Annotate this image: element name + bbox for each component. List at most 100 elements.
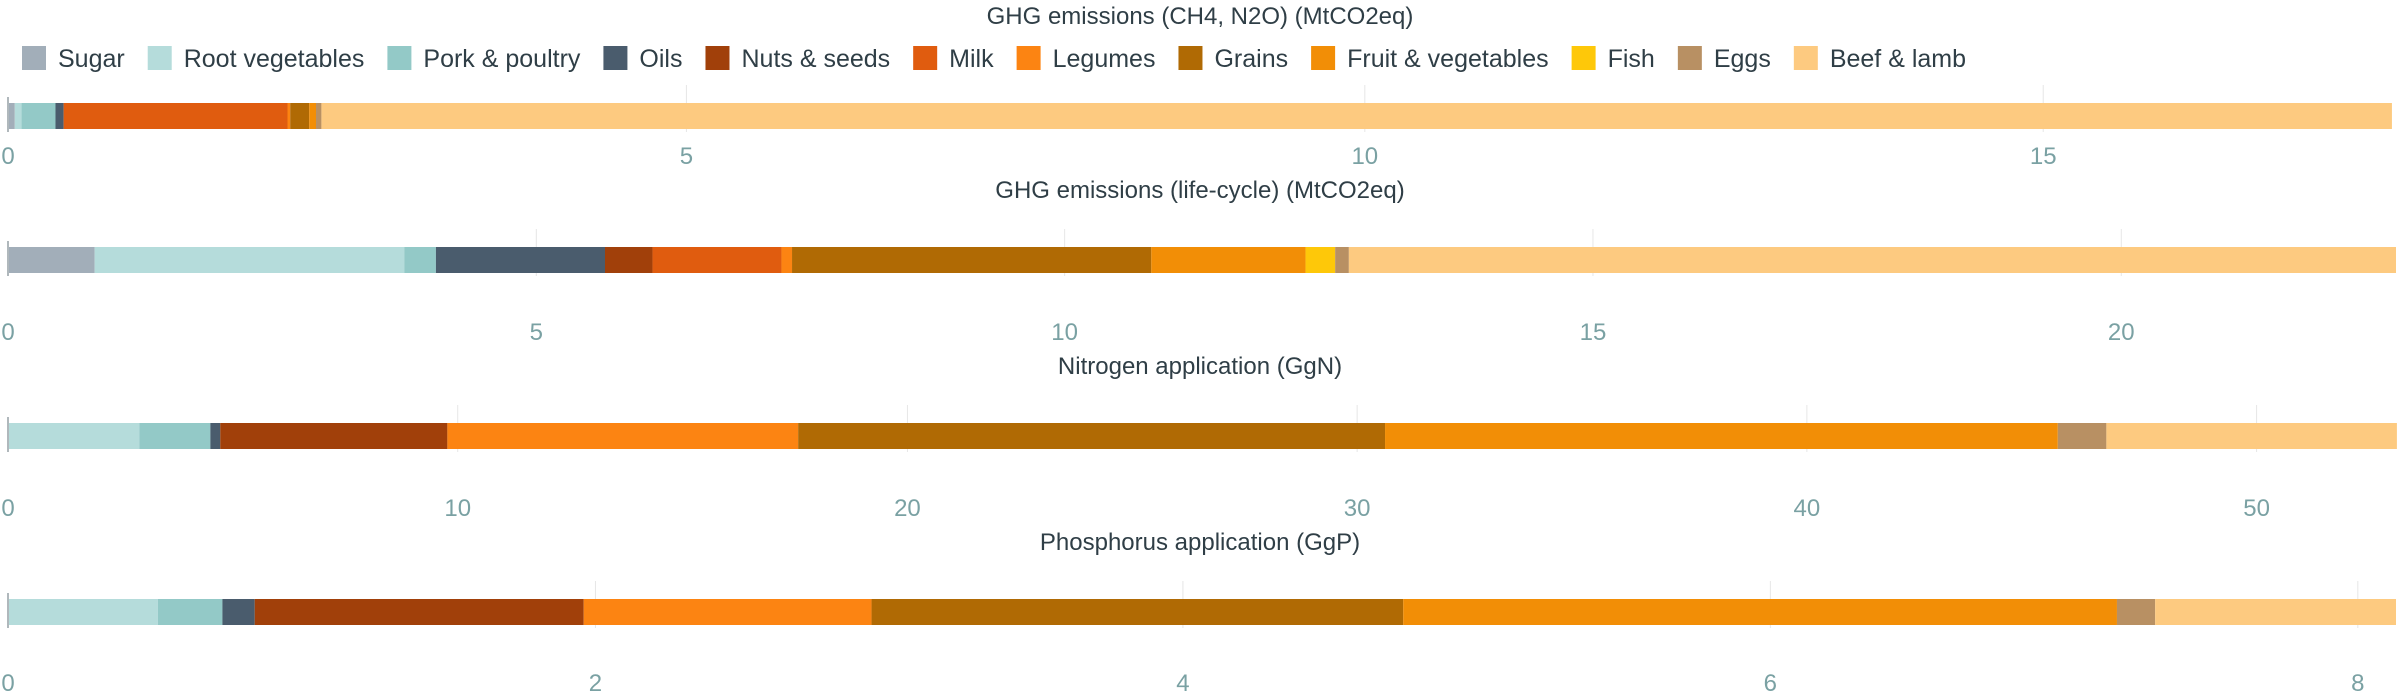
legend-item-fruit-and-vegetables: Fruit & vegetables (1311, 45, 1549, 73)
legend-swatch-milk (913, 46, 938, 70)
panel-4: Phosphorus application (GgP) 0 2 4 6 8 (1, 529, 2396, 697)
legend-item-legumes: Legumes (1016, 45, 1156, 73)
bar-segment-milk (652, 247, 782, 273)
bar-segment-oils (210, 423, 221, 449)
bar-segment-pork-and-poultry (404, 247, 436, 273)
bar-segment-grains (798, 423, 1386, 449)
legend-swatch-pork-and-poultry (387, 46, 412, 70)
legend-item-milk: Milk (913, 45, 994, 73)
legend-item-pork-and-poultry: Pork & poultry (387, 45, 581, 73)
legend-label-eggs: Eggs (1714, 45, 1771, 73)
x-tick-label: 0 (1, 670, 14, 697)
panel-title: GHG emissions (life-cycle) (MtCO2eq) (995, 177, 1404, 204)
panel-title: Nitrogen application (GgN) (1058, 353, 1342, 380)
bar-segment-eggs (315, 103, 322, 129)
x-tick-label: 15 (1580, 319, 1607, 346)
bar-segment-beef-and-lamb (1348, 247, 2396, 273)
bar-segment-oils (222, 599, 255, 625)
x-tick-label: 5 (530, 319, 543, 346)
x-tick-label: 50 (2243, 495, 2270, 522)
x-tick-label: 10 (1051, 319, 1078, 346)
bar-segment-root-vegetables (14, 103, 22, 129)
panel-1: GHG emissions (CH4, N2O) (MtCO2eq) 0 5 10 15 (1, 3, 2392, 170)
bar-segment-fruit-and-vegetables (309, 103, 316, 129)
bar-segment-fish (1305, 247, 1336, 273)
legend-item-beef-and-lamb: Beef & lamb (1793, 45, 1966, 73)
legend-item-sugar: Sugar (22, 45, 125, 73)
bar-segment-nuts-and-seeds (605, 247, 653, 273)
bar-segment-grains (871, 599, 1404, 625)
bar-segment-root-vegetables (8, 423, 140, 449)
bar-segment-nuts-and-seeds (220, 423, 448, 449)
bar-segment-beef-and-lamb (2106, 423, 2397, 449)
bar-segment-eggs (2116, 599, 2156, 625)
x-tick-label: 2 (589, 670, 602, 697)
legend-item-fish: Fish (1571, 45, 1655, 73)
panel-2: GHG emissions (life-cycle) (MtCO2eq) 0 5 10… (1, 177, 2396, 346)
bar-segment-root-vegetables (8, 599, 158, 625)
bar-segment-pork-and-poultry (157, 599, 223, 625)
legend-swatch-fish (1571, 46, 1596, 70)
bar-segment-root-vegetables (94, 247, 405, 273)
panel-3: Nitrogen application (GgN) 0 10 20 30 40 50 (1, 353, 2397, 522)
bar-segment-eggs (1335, 247, 1349, 273)
x-tick-label: 15 (2030, 143, 2057, 170)
x-tick-label: 10 (1351, 143, 1378, 170)
legend-label-fish: Fish (1608, 45, 1655, 73)
bar-segment-oils (435, 247, 605, 273)
legend-item-grains: Grains (1178, 45, 1288, 73)
bar-segment-pork-and-poultry (21, 103, 56, 129)
panel-title: Phosphorus application (GgP) (1040, 529, 1360, 556)
panel-title: GHG emissions (CH4, N2O) (MtCO2eq) (987, 3, 1414, 30)
x-tick-label: 30 (1344, 495, 1371, 522)
legend: Sugar Root vegetables Pork & poultry Oils Nu… (22, 45, 1966, 73)
legend-swatch-nuts-and-seeds (705, 46, 730, 70)
bar-segment-milk (63, 103, 288, 129)
legend-item-nuts-and-seeds: Nuts & seeds (705, 45, 890, 73)
bar-segment-grains (290, 103, 310, 129)
legend-label-nuts-and-seeds: Nuts & seeds (741, 45, 890, 73)
legend-swatch-oils (603, 46, 628, 70)
legend-swatch-sugar (22, 46, 46, 70)
legend-swatch-eggs (1677, 46, 1702, 70)
x-tick-label: 8 (2351, 670, 2364, 697)
legend-item-oils: Oils (603, 45, 682, 73)
legend-swatch-legumes (1016, 46, 1041, 70)
legend-label-legumes: Legumes (1053, 45, 1156, 73)
bar-segment-eggs (2057, 423, 2107, 449)
x-tick-label: 20 (894, 495, 921, 522)
bar-segment-sugar (8, 247, 95, 273)
bar-segment-nuts-and-seeds (254, 599, 584, 625)
bar-segment-legumes (583, 599, 872, 625)
legend-label-grains: Grains (1214, 45, 1288, 73)
legend-label-beef-and-lamb: Beef & lamb (1830, 45, 1966, 73)
x-tick-label: 20 (2108, 319, 2135, 346)
x-tick-label: 10 (444, 495, 471, 522)
legend-swatch-beef-and-lamb (1793, 46, 1818, 70)
x-tick-label: 4 (1176, 670, 1189, 697)
legend-swatch-fruit-and-vegetables (1311, 46, 1336, 70)
bar-segment-fruit-and-vegetables (1403, 599, 2117, 625)
legend-item-root-vegetables: Root vegetables (147, 45, 365, 73)
legend-label-milk: Milk (949, 45, 994, 73)
x-tick-label: 0 (1, 319, 14, 346)
x-tick-label: 40 (1794, 495, 1821, 522)
legend-label-root-vegetables: Root vegetables (184, 45, 365, 73)
x-tick-label: 5 (680, 143, 693, 170)
bar-segment-legumes (287, 103, 291, 129)
legend-label-fruit-and-vegetables: Fruit & vegetables (1347, 45, 1549, 73)
bar-segment-beef-and-lamb (2155, 599, 2396, 625)
bar-segment-fruit-and-vegetables (1385, 423, 2058, 449)
bar-segment-oils (55, 103, 64, 129)
bar-segment-legumes (781, 247, 793, 273)
legend-label-oils: Oils (639, 45, 682, 73)
x-tick-label: 6 (1764, 670, 1777, 697)
bar-segment-beef-and-lamb (321, 103, 2392, 129)
legend-label-pork-and-poultry: Pork & poultry (423, 45, 581, 73)
legend-label-sugar: Sugar (58, 45, 125, 73)
bar-segment-pork-and-poultry (139, 423, 211, 449)
legend-item-eggs: Eggs (1677, 45, 1771, 73)
x-tick-label: 0 (1, 495, 14, 522)
